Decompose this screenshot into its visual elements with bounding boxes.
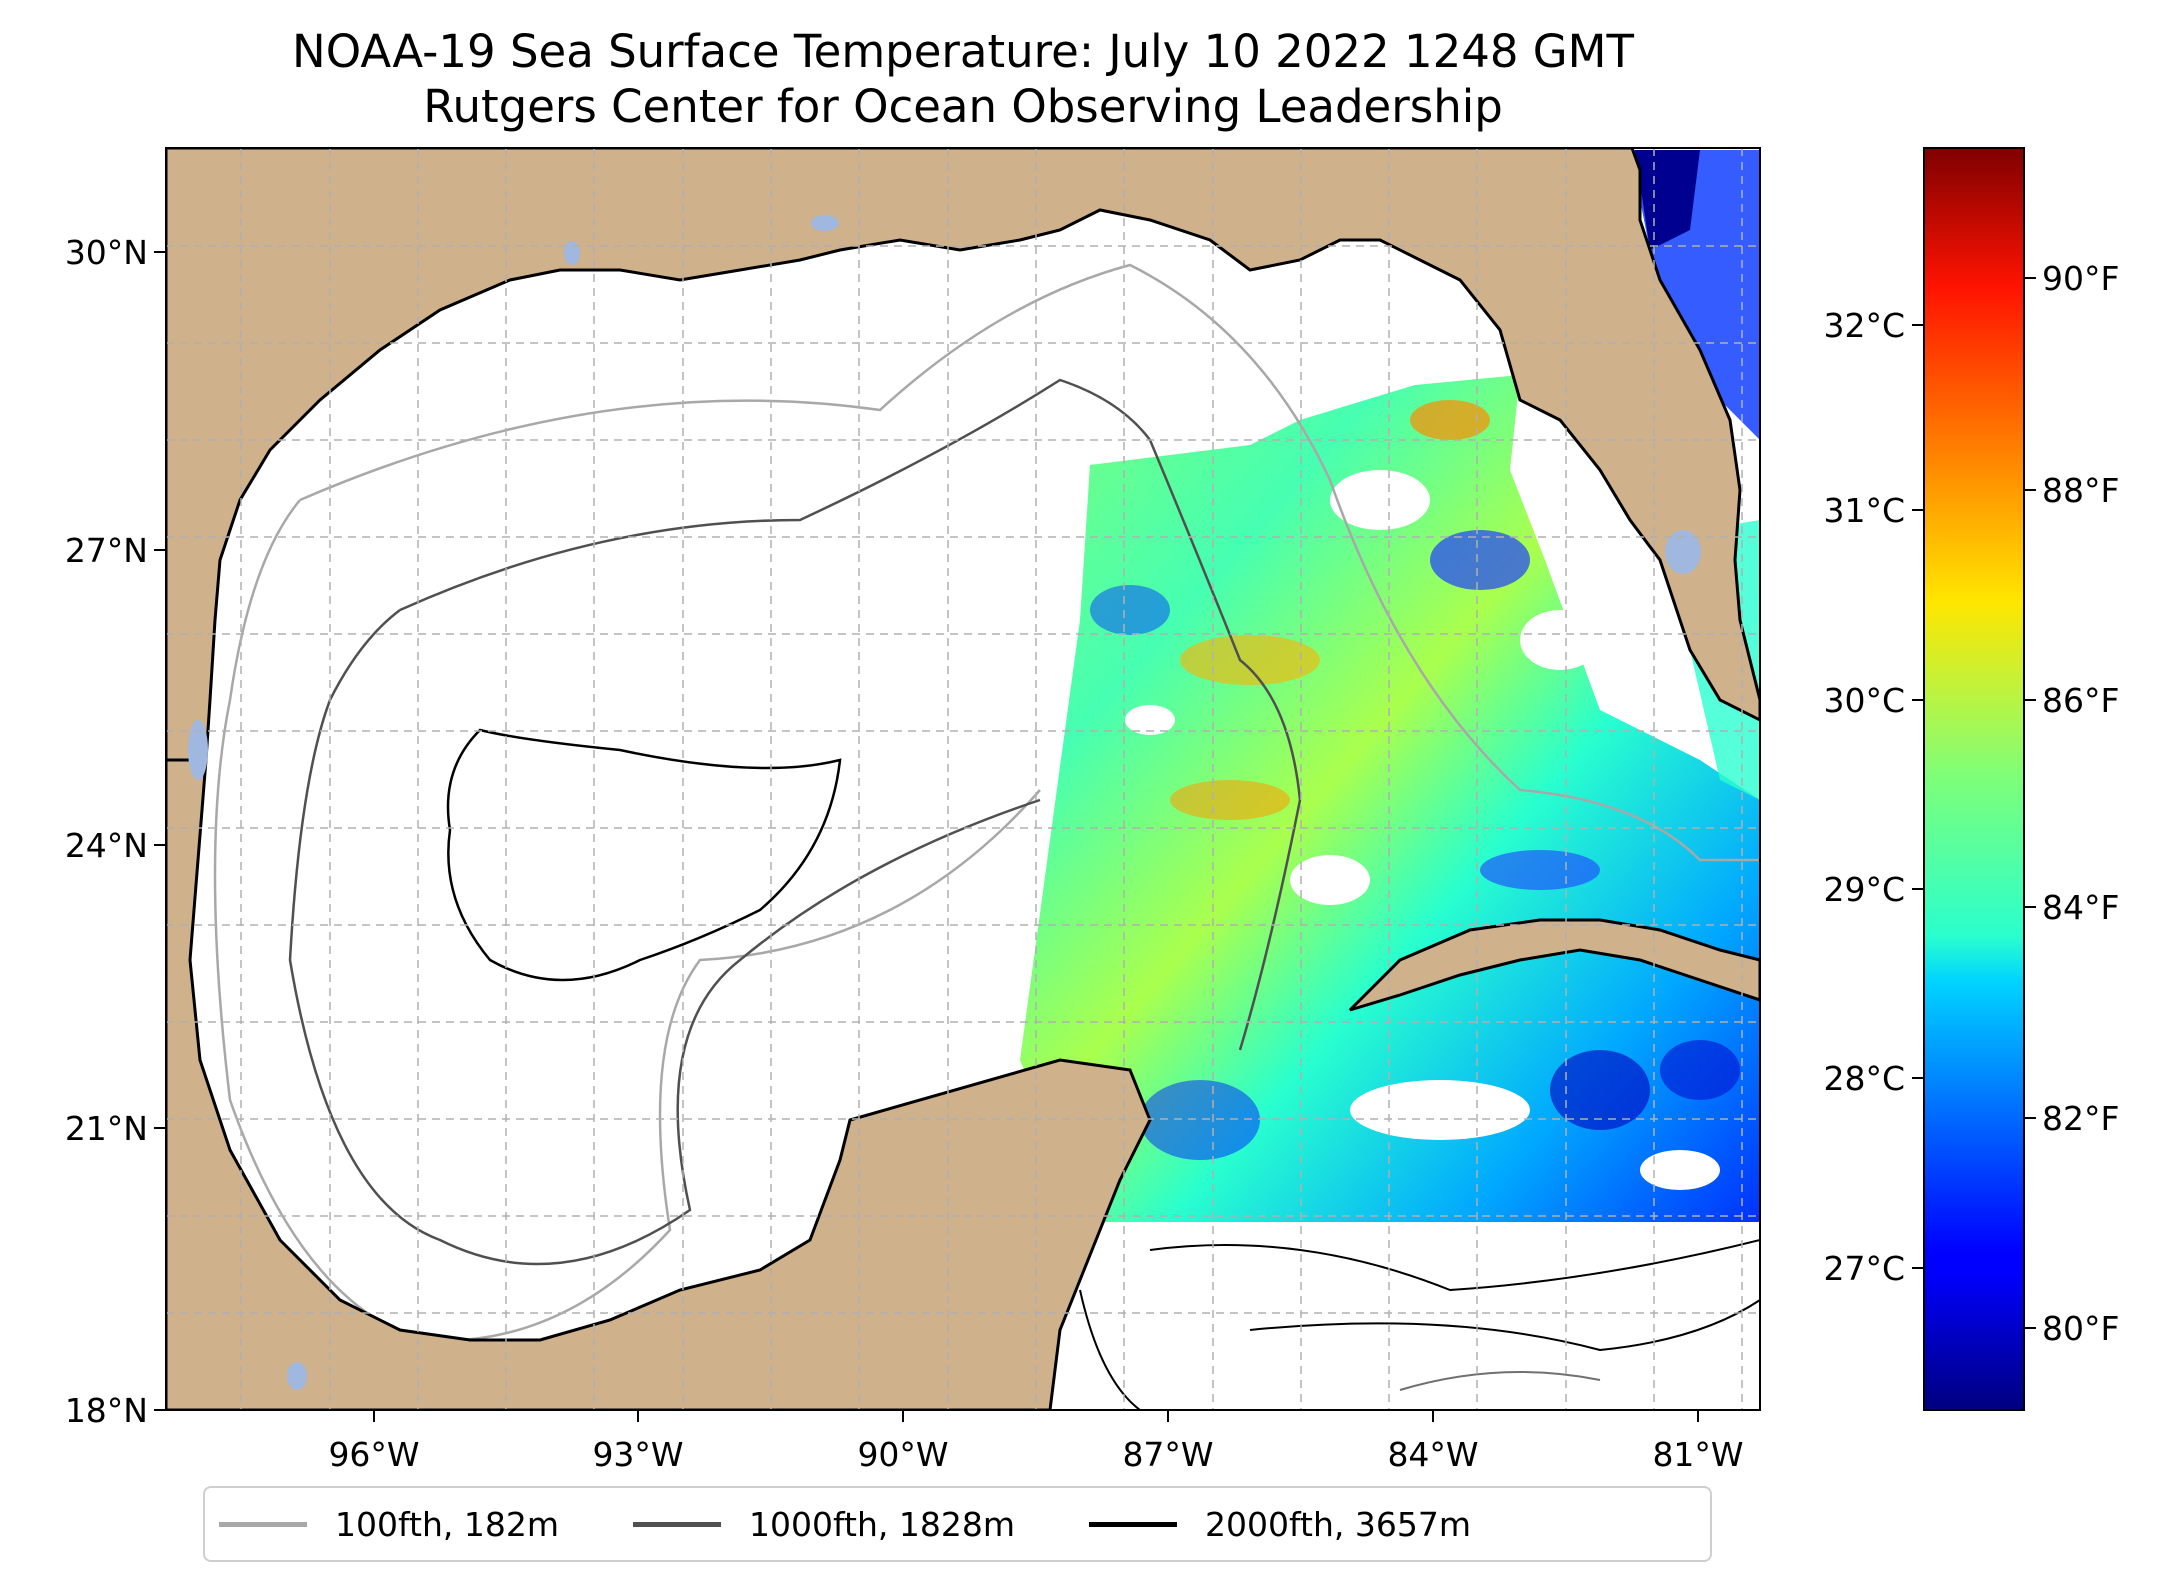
y-tick-label: 30°N [65,233,148,272]
fahrenheit-tick-label: 82°F [2042,1099,2119,1138]
legend-label: 1000fth, 1828m [749,1504,1015,1544]
legend-entry-100fth: 100fth, 182m [219,1505,559,1544]
y-tick-label: 18°N [65,1391,148,1430]
map-area [166,148,1760,1410]
celsius-tick-marks [1912,324,1924,1269]
title-line-2: Rutgers Center for Ocean Observing Leade… [423,80,1503,133]
x-tick-label: 81°W [1652,1435,1743,1474]
x-tick-labels: 96°W 93°W 90°W 87°W 84°W 81°W [328,1435,1743,1474]
celsius-tick-label: 27°C [1823,1249,1905,1288]
legend-entry-2000fth: 2000fth, 3657m [1088,1504,1471,1544]
fahrenheit-tick-label: 86°F [2042,681,2119,720]
x-tick-label: 90°W [857,1435,948,1474]
map-title: NOAA-19 Sea Surface Temperature: July 10… [0,24,1926,134]
land [166,148,1760,1410]
y-tick-label: 21°N [65,1109,148,1148]
x-tick-label: 93°W [592,1435,683,1474]
sst-atlantic-dark [1635,150,1700,250]
x-tick-label: 84°W [1387,1435,1478,1474]
x-tick-marks [373,1410,1699,1422]
celsius-tick-labels: 27°C 28°C 29°C 30°C 31°C 32°C [1823,306,1905,1288]
gridlines [166,148,1760,1410]
land-mexico [166,758,1152,1410]
fahrenheit-tick-label: 84°F [2042,888,2119,927]
fahrenheit-tick-marks [2024,277,2036,1329]
legend-line-100fth [219,1521,307,1527]
fahrenheit-tick-label: 80°F [2042,1309,2119,1348]
map-frame [165,147,1761,1411]
y-tick-label: 27°N [65,531,148,570]
celsius-tick-label: 30°C [1823,681,1905,720]
y-tick-marks [154,251,166,1411]
celsius-tick-label: 31°C [1823,491,1905,530]
celsius-tick-label: 28°C [1823,1059,1905,1098]
legend: 100fth, 182m 1000fth, 1828m 2000fth, 365… [203,1486,1712,1562]
fahrenheit-tick-labels: 80°F 82°F 84°F 86°F 88°F 90°F [2042,259,2119,1348]
legend-entry-1000fth: 1000fth, 1828m [633,1505,1015,1544]
fahrenheit-tick-label: 90°F [2042,259,2119,298]
title-line-1: NOAA-19 Sea Surface Temperature: July 10… [292,25,1634,78]
celsius-tick-label: 29°C [1823,870,1905,909]
legend-label: 2000fth, 3657m [1204,1504,1471,1544]
celsius-tick-label: 32°C [1823,306,1905,345]
sst-swath [1020,375,1760,1222]
x-tick-label: 96°W [328,1435,419,1474]
x-tick-label: 87°W [1122,1435,1213,1474]
colorbar [1923,147,2025,1411]
legend-label: 100fth, 182m [335,1504,559,1544]
legend-line-2000fth [1088,1521,1177,1527]
lakes [188,215,1701,1390]
legend-line-1000fth [633,1521,721,1527]
y-tick-labels: 18°N 21°N 24°N 27°N 30°N [65,233,148,1430]
y-tick-label: 24°N [65,826,148,865]
fahrenheit-tick-label: 88°F [2042,471,2119,510]
land-cuba [1348,918,1760,1012]
